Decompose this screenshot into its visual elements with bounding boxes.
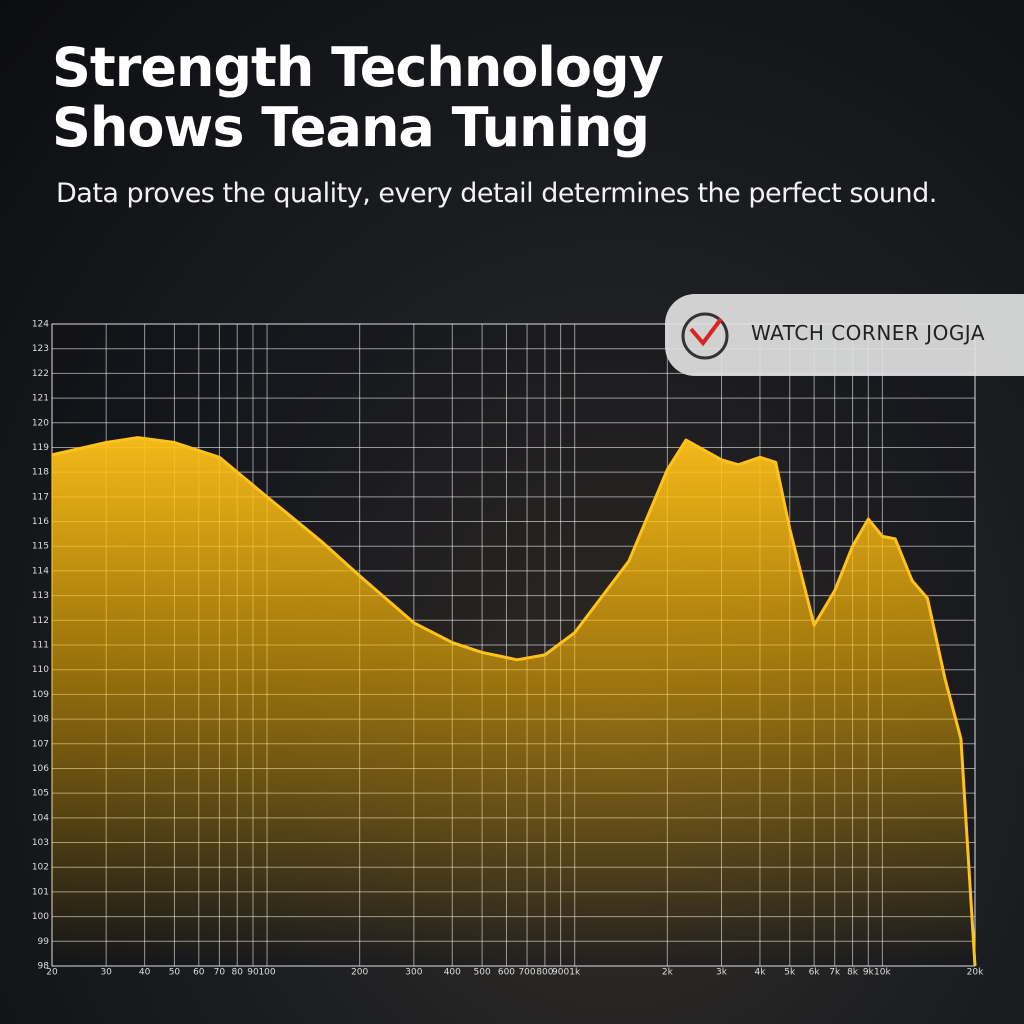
x-tick-label: 2k	[662, 968, 674, 978]
y-tick-label: 122	[32, 369, 49, 379]
x-tick-label: 100	[258, 968, 275, 978]
y-tick-label: 112	[32, 616, 49, 626]
x-tick-label: 60	[193, 968, 205, 978]
y-tick-label: 116	[32, 517, 49, 527]
y-tick-label: 113	[32, 591, 49, 601]
x-tick-label: 800	[536, 968, 553, 978]
x-tick-label: 4k	[754, 968, 766, 978]
y-tick-label: 106	[32, 764, 49, 774]
y-tick-label: 121	[32, 394, 49, 404]
x-tick-label: 50	[169, 968, 181, 978]
x-tick-label: 3k	[716, 968, 728, 978]
x-tick-label: 7k	[829, 968, 841, 978]
y-tick-label: 124	[32, 320, 49, 330]
y-tick-label: 115	[32, 542, 49, 552]
x-tick-label: 20	[46, 968, 58, 978]
x-tick-label: 300	[405, 968, 422, 978]
x-tick-label: 6k	[809, 968, 821, 978]
x-tick-label: 200	[351, 968, 368, 978]
x-tick-label: 20k	[967, 968, 984, 978]
y-tick-label: 101	[32, 887, 49, 897]
x-tick-label: 600	[498, 968, 515, 978]
y-tick-label: 108	[32, 715, 49, 725]
x-tick-label: 8k	[847, 968, 859, 978]
logo	[681, 312, 729, 360]
y-tick-label: 123	[32, 344, 49, 354]
y-tick-label: 103	[32, 838, 49, 848]
x-tick-label: 40	[139, 968, 151, 978]
x-tick-label: 900	[552, 968, 569, 978]
x-tick-label: 10k	[874, 968, 891, 978]
y-tick-label: 104	[32, 813, 49, 823]
x-tick-label: 30	[100, 968, 112, 978]
y-tick-label: 100	[32, 912, 49, 922]
y-tick-label: 105	[32, 789, 49, 799]
x-tick-label: 500	[474, 968, 491, 978]
x-tick-label: 80	[232, 968, 244, 978]
y-tick-label: 102	[32, 863, 49, 873]
area	[52, 437, 975, 967]
y-tick-label: 114	[32, 566, 49, 576]
subtitle: Data proves the quality, every detail de…	[56, 178, 937, 209]
y-tick-label: 111	[32, 641, 49, 651]
x-tick-label: 70	[214, 968, 226, 978]
y-tick-label: 107	[32, 739, 49, 749]
y-tick-label: 110	[32, 665, 49, 675]
x-tick-label: 90	[247, 968, 259, 978]
y-tick-label: 99	[38, 937, 50, 947]
watermark-badge: WATCH CORNER JOGJA	[665, 294, 1024, 376]
x-tick-label: 5k	[784, 968, 796, 978]
y-tick-label: 118	[32, 468, 49, 478]
line	[51, 436, 977, 967]
y-tick-label: 120	[32, 418, 49, 428]
x-tick-label: 700	[518, 968, 535, 978]
x-tick-label: 9k	[863, 968, 875, 978]
y-tick-label: 109	[32, 690, 49, 700]
y-tick-label: 117	[32, 492, 49, 502]
title: Strength Technology Shows Teana Tuning	[52, 36, 664, 159]
x-tick-label: 1k	[569, 968, 581, 978]
x-tick-label: 400	[444, 968, 461, 978]
watermark: WATCH CORNER JOGJA	[751, 321, 986, 345]
y-tick-label: 98	[38, 962, 50, 972]
y-tick-label: 119	[32, 443, 49, 453]
